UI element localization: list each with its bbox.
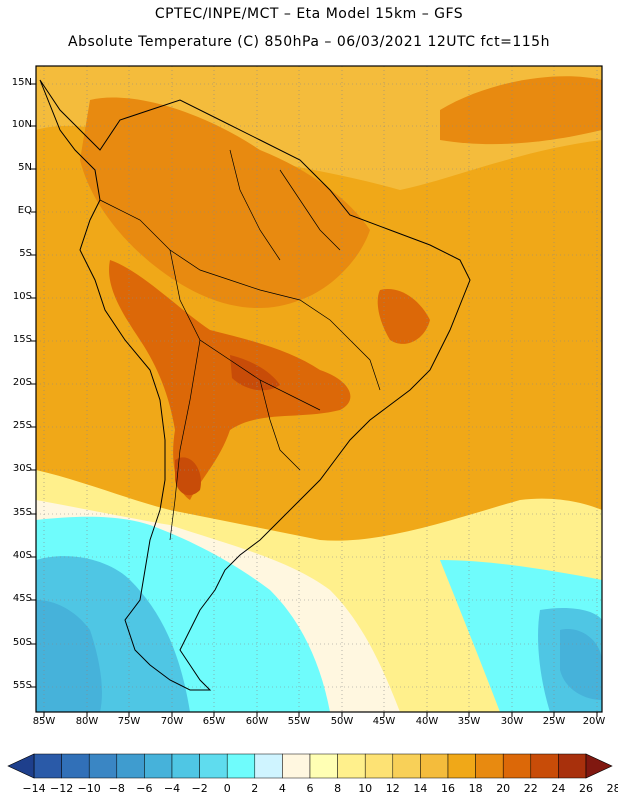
colorbar-cell bbox=[420, 753, 449, 779]
colorbar-label: 10 bbox=[358, 782, 373, 795]
colorbar-label: −12 bbox=[49, 782, 74, 795]
axis-ticks bbox=[31, 83, 598, 717]
lat-label: 40S bbox=[12, 550, 32, 561]
lat-label: 20S bbox=[12, 377, 32, 388]
lat-label: 15S bbox=[12, 334, 32, 345]
lat-label: 55S bbox=[12, 680, 32, 691]
colorbar-label: 0 bbox=[223, 782, 231, 795]
colorbar-label: 22 bbox=[523, 782, 538, 795]
lat-label: 10S bbox=[12, 291, 32, 302]
lon-label: 85W bbox=[32, 716, 56, 727]
lon-label: 80W bbox=[75, 716, 99, 727]
lon-label: 25W bbox=[542, 716, 566, 727]
field-core-hot bbox=[175, 457, 201, 496]
colorbar-label: 8 bbox=[334, 782, 342, 795]
map-frame bbox=[35, 65, 603, 713]
lat-label: 30S bbox=[12, 463, 32, 474]
field-south-deep bbox=[560, 629, 602, 700]
lon-label: 40W bbox=[415, 716, 439, 727]
colorbar-cell bbox=[33, 753, 62, 779]
colorbar-label: 20 bbox=[496, 782, 511, 795]
colorbar-cell bbox=[88, 753, 118, 779]
colorbar-cell bbox=[558, 753, 587, 779]
lat-label: EQ bbox=[17, 205, 32, 216]
colorbar-cell bbox=[116, 753, 145, 779]
country-borders bbox=[99, 149, 381, 541]
title-line-1: CPTEC/INPE/MCT – Eta Model 15km – GFS bbox=[154, 6, 464, 22]
colorbar-cell bbox=[171, 753, 200, 779]
field-amazon-warm bbox=[80, 97, 370, 309]
colorbar-cell bbox=[502, 753, 532, 779]
lon-label: 35W bbox=[457, 716, 481, 727]
title-line-2: Absolute Temperature (C) 850hPa – 06/03/… bbox=[68, 34, 550, 50]
field-east-hot bbox=[377, 289, 430, 344]
lon-label: 65W bbox=[202, 716, 226, 727]
colorbar-label: 12 bbox=[385, 782, 400, 795]
lon-label: 30W bbox=[500, 716, 524, 727]
field-north-band bbox=[36, 66, 602, 190]
lat-label: 35S bbox=[12, 507, 32, 518]
colorbar-label: 16 bbox=[441, 782, 455, 795]
field-central-hot bbox=[109, 260, 351, 500]
colorbar-label: −14 bbox=[22, 782, 46, 795]
colorbar-cell bbox=[226, 753, 256, 779]
lon-label: 55W bbox=[287, 716, 311, 727]
lat-label: 10N bbox=[11, 119, 32, 130]
colorbar-cell bbox=[61, 753, 90, 779]
colorbar-label: 18 bbox=[468, 782, 483, 795]
colorbar-label: 6 bbox=[306, 782, 314, 795]
colorbar-cell bbox=[144, 753, 173, 779]
colorbar-cell bbox=[392, 753, 421, 779]
colorbar-cell bbox=[282, 753, 311, 779]
lat-label: 5S bbox=[19, 248, 32, 259]
lat-label: 15N bbox=[11, 77, 32, 88]
field-south-deep-west bbox=[36, 600, 102, 712]
colorbar-cell bbox=[530, 753, 559, 779]
colorbar bbox=[7, 753, 613, 779]
coastline-south-america bbox=[39, 79, 471, 691]
colorbar-label: 24 bbox=[551, 782, 566, 795]
colorbar-label: −8 bbox=[108, 782, 125, 795]
lon-label: 45W bbox=[372, 716, 396, 727]
colorbar-cell bbox=[199, 753, 228, 779]
lat-label: 5N bbox=[18, 162, 32, 173]
colorbar-label: −4 bbox=[163, 782, 181, 795]
colorbar-arrow-right bbox=[585, 753, 613, 779]
colorbar-label: 4 bbox=[278, 782, 286, 795]
lat-label: 50S bbox=[12, 637, 32, 648]
lat-label: 25S bbox=[12, 420, 32, 431]
colorbar-cell bbox=[254, 753, 283, 779]
colorbar-cell bbox=[337, 753, 366, 779]
colorbar-label: −10 bbox=[77, 782, 101, 795]
lon-label: 75W bbox=[117, 716, 141, 727]
colorbar-label: −6 bbox=[136, 782, 153, 795]
lon-label: 20W bbox=[582, 716, 606, 727]
colorbar-cells bbox=[33, 753, 587, 779]
field-core-hot-2 bbox=[230, 355, 280, 391]
colorbar-label: 14 bbox=[413, 782, 428, 795]
lon-label: 50W bbox=[330, 716, 354, 727]
colorbar-cell bbox=[447, 753, 476, 779]
lon-label: 60W bbox=[245, 716, 269, 727]
field-north-ocean-warm bbox=[440, 76, 602, 145]
colorbar-arrow-left bbox=[7, 753, 35, 779]
lon-label: 70W bbox=[160, 716, 184, 727]
colorbar-label: −2 bbox=[191, 782, 208, 795]
colorbar-cell bbox=[309, 753, 338, 779]
colorbar-cell bbox=[475, 753, 504, 779]
colorbar-label: 28 bbox=[606, 782, 618, 795]
lat-label: 45S bbox=[12, 593, 32, 604]
colorbar-label: 26 bbox=[579, 782, 593, 795]
colorbar-cell bbox=[364, 753, 394, 779]
colorbar-label: 2 bbox=[251, 782, 259, 795]
